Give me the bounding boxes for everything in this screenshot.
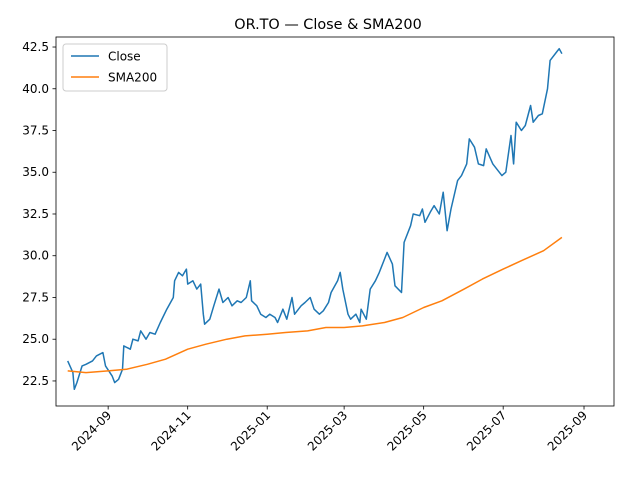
series-layer	[67, 47, 563, 391]
series-line-close	[67, 47, 563, 391]
legend: Close SMA200	[62, 43, 168, 92]
y-tick-label: 35.0	[22, 165, 49, 179]
y-tick-label: 37.5	[22, 124, 49, 138]
plot-frame	[55, 36, 615, 407]
legend-label-close: Close	[108, 50, 141, 64]
y-tick-label: 27.5	[22, 290, 49, 304]
series-line-sma200	[67, 236, 563, 374]
y-tick-label: 30.0	[22, 249, 49, 263]
y-tick-label: 32.5	[22, 207, 49, 221]
y-tick-label: 22.5	[22, 374, 49, 388]
y-tick-label: 42.5	[22, 40, 49, 54]
y-tick-label: 40.0	[22, 82, 49, 96]
chart-title: OR.TO — Close & SMA200	[234, 17, 421, 33]
y-tick-label: 25.0	[22, 332, 49, 346]
legend-label-sma200: SMA200	[108, 71, 157, 85]
